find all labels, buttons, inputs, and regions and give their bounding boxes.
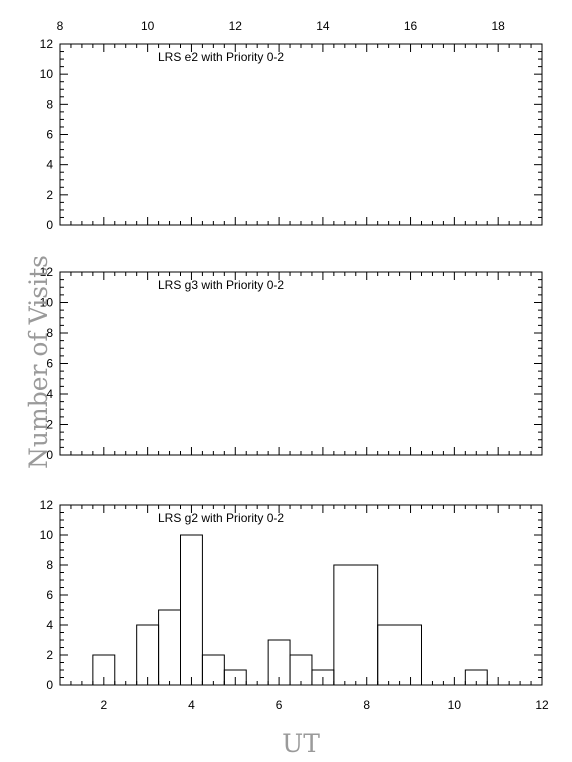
histogram-bar	[223, 669, 247, 685]
y-tick-label: 12	[40, 498, 54, 512]
panel-2: 0 2 4 6 8 10 12 LRS g3 with Priority 0-2	[40, 265, 543, 462]
y-tick-label: 2	[46, 418, 53, 432]
y-tick-label: 6	[46, 357, 53, 371]
x-tick-label: 14	[316, 19, 330, 33]
y-tick-label: 4	[46, 158, 53, 172]
y-tick-label: 2	[46, 648, 53, 662]
histogram-bar	[377, 624, 422, 685]
histogram-bar	[136, 624, 160, 685]
y-tick-label: 8	[46, 326, 53, 340]
x-tick-label: 2	[100, 698, 107, 712]
y-tick-label: 10	[40, 67, 54, 81]
y-tick-label: 12	[40, 37, 54, 51]
x-tick-label: 12	[229, 19, 243, 33]
x-tick-label: 8	[363, 698, 370, 712]
histogram-bar	[464, 669, 488, 685]
y-tick-label: 6	[46, 128, 53, 142]
histogram-bar	[333, 564, 379, 685]
y-tick-label: 2	[46, 188, 53, 202]
plot-frame	[59, 43, 543, 226]
x-axis-label: UT	[282, 729, 320, 758]
x-tick-label: 4	[188, 698, 195, 712]
panel-3: 0 2 4 6 8 10 12 2 4 6 8 10 12 LRS g2 with Priority 0-…	[40, 498, 549, 712]
histogram-bar	[180, 534, 203, 685]
panel-title: LRS g2 with Priority 0-2	[158, 511, 284, 525]
y-tick-label: 12	[40, 265, 54, 279]
x-tick-label: 18	[492, 19, 506, 33]
y-tick-label: 0	[46, 218, 53, 232]
plot-frame	[59, 271, 543, 456]
y-tick-label: 0	[46, 678, 53, 692]
y-tick-label: 10	[40, 528, 54, 542]
y-axis-label: Number of Visits	[24, 255, 53, 469]
y-tick-label: 6	[46, 588, 53, 602]
histogram-bar	[158, 609, 181, 685]
x-tick-label: 8	[57, 19, 64, 33]
y-tick-label: 0	[46, 448, 53, 462]
histogram-bar	[201, 654, 225, 685]
panel-title: LRS g3 with Priority 0-2	[158, 278, 284, 292]
panel-title: LRS e2 with Priority 0-2	[158, 50, 284, 64]
histogram-bar	[92, 654, 116, 685]
y-tick-label: 4	[46, 387, 53, 401]
histogram-bar	[289, 654, 313, 685]
x-tick-label: 16	[404, 19, 418, 33]
x-tick-label: 10	[141, 19, 155, 33]
x-tick-label: 10	[448, 698, 462, 712]
y-tick-label: 4	[46, 618, 53, 632]
x-tick-label: 12	[535, 698, 549, 712]
x-tick-label: 6	[276, 698, 283, 712]
plot-frame	[59, 504, 543, 686]
y-tick-label: 8	[46, 97, 53, 111]
y-tick-label: 10	[40, 296, 54, 310]
y-tick-label: 8	[46, 558, 53, 572]
